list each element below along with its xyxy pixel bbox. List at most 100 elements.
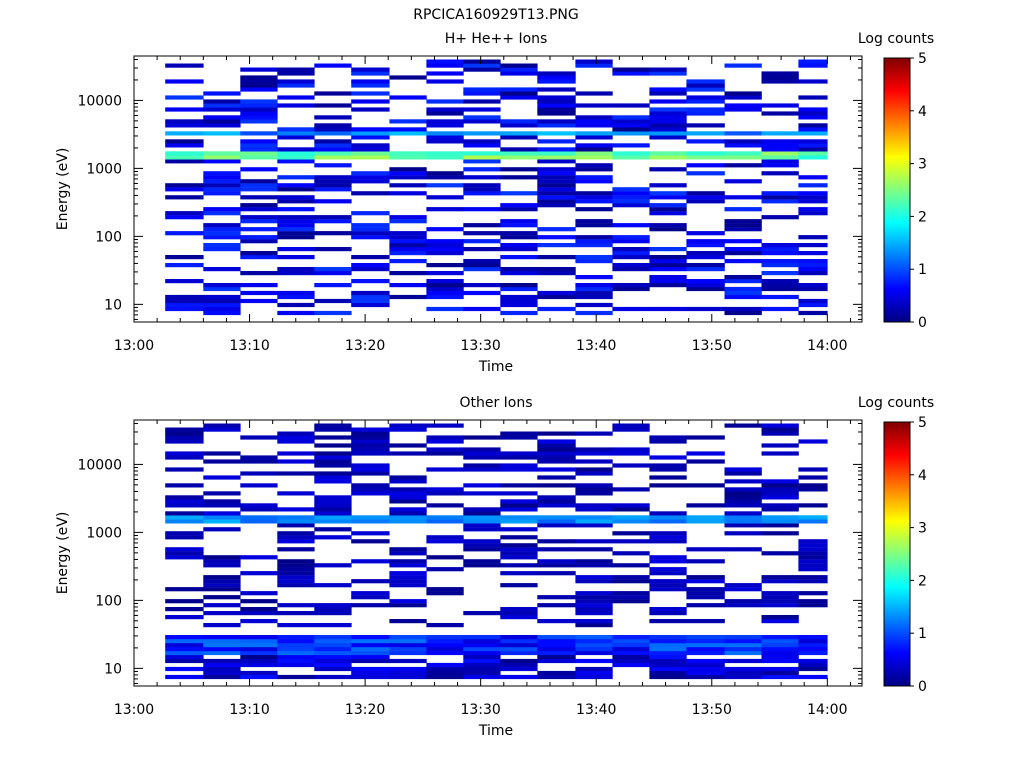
spectrogram-cell <box>203 247 241 252</box>
spectrogram-cell <box>426 207 464 212</box>
spectrogram-cell <box>351 83 390 88</box>
spectrogram-cell <box>426 435 464 440</box>
x-tick-label: 13:10 <box>229 702 269 718</box>
spectrogram-cell <box>463 547 501 552</box>
spectrogram-cell <box>575 559 613 564</box>
spectrogram-cell <box>240 111 278 116</box>
spectrogram-cell <box>203 503 241 508</box>
spectrogram-cell <box>165 483 204 488</box>
spectrogram-cell <box>798 662 828 668</box>
spectrogram-cell <box>203 171 241 176</box>
spectrogram-cell <box>686 283 725 288</box>
spectrogram-cell <box>649 227 687 232</box>
spectrogram-cell <box>277 67 315 72</box>
spectrogram-cell <box>761 75 799 80</box>
spectrogram-cell <box>203 155 241 160</box>
spectrogram-cell <box>463 139 501 144</box>
spectrogram-cell <box>612 639 650 644</box>
spectrogram-cell <box>426 539 464 544</box>
spectrogram-cell <box>389 658 427 664</box>
colorbar-label: Log counts <box>858 395 934 411</box>
spectrogram-cell <box>686 674 725 680</box>
spectrogram-cell <box>537 483 576 488</box>
spectrogram-cell <box>203 559 241 564</box>
spectrogram-cell <box>686 231 725 236</box>
spectrogram-cell <box>203 647 241 652</box>
spectrogram-cell <box>537 539 576 544</box>
colorbar-gradient <box>883 57 911 323</box>
spectrogram-cell <box>351 107 390 112</box>
spectrogram-cell <box>277 439 315 444</box>
spectrogram-cell <box>537 179 576 184</box>
spectrogram-cell <box>426 491 464 496</box>
spectrogram-cell <box>389 507 427 512</box>
spectrogram-cell <box>240 650 278 656</box>
spectrogram-cell <box>612 563 650 568</box>
panel-title: Other Ions <box>459 395 532 411</box>
spectrogram-cell <box>612 67 650 72</box>
spectrogram-cell <box>500 635 538 640</box>
spectrogram-cell <box>240 83 278 88</box>
colorbar: Log counts 0 1 2 3 4 5 <box>858 395 934 695</box>
spectrogram-cell <box>165 255 204 260</box>
spectrogram-cell <box>203 459 241 464</box>
y-tick-label: 10 <box>104 661 122 677</box>
spectrogram-cell <box>500 519 538 524</box>
spectrogram-cell <box>426 662 464 668</box>
spectrogram-cell <box>537 79 576 84</box>
spectrogram-cell <box>500 310 538 316</box>
spectrogram-cell <box>165 131 204 136</box>
spectrogram-cell <box>500 286 538 292</box>
spectrogram-cell <box>203 223 241 228</box>
spectrogram-cell <box>575 666 613 672</box>
spectrogram-cell <box>314 455 352 460</box>
colorbar-tick-label: 2 <box>918 573 927 589</box>
spectrogram-cell <box>389 666 427 672</box>
spectrogram-cell <box>463 650 501 656</box>
spectrogram-cell <box>537 451 576 456</box>
y-tick-label: 10000 <box>77 93 122 109</box>
spectrogram-cell <box>537 107 576 112</box>
spectrogram-cell <box>351 647 390 652</box>
spectrogram-cell <box>165 658 204 664</box>
spectrogram-cell <box>649 639 687 644</box>
spectrogram-cell <box>203 310 241 316</box>
spectrogram-cell <box>351 447 390 452</box>
spectrogram-cell <box>612 103 650 108</box>
spectrogram-cell <box>500 662 538 668</box>
spectrogram-cell <box>426 271 464 276</box>
spectrogram-cell <box>351 155 390 160</box>
spectrogram-cell <box>240 483 278 488</box>
spectrogram-cell <box>277 267 315 272</box>
spectrogram-cell <box>165 79 204 84</box>
spectrogram-cell <box>724 515 762 520</box>
spectrogram-cell <box>537 658 576 664</box>
panel-other-ions: Other Ions 13:00 13:10 13:20 13:30 13:40 13:5… <box>55 395 934 739</box>
spectrogram-cell <box>165 119 204 124</box>
spectrogram-cell <box>314 139 352 144</box>
spectrogram-cell <box>798 131 828 136</box>
spectrogram-cell <box>761 247 799 252</box>
spectrogram-cell <box>500 650 538 656</box>
spectrogram-cell <box>463 635 501 640</box>
y-tick-label: 1000 <box>86 525 122 541</box>
y-axis: 10 100 1000 10000 <box>77 422 862 684</box>
spectrogram-cell <box>426 467 464 472</box>
spectrogram-cell <box>537 306 576 312</box>
spectrogram-cell <box>240 298 278 304</box>
spectrogram-cell <box>314 267 352 272</box>
spectrogram-cell <box>314 131 352 136</box>
spectrogram-cell <box>463 59 501 64</box>
spectrogram-cell <box>351 654 390 660</box>
spectrogram-cell <box>389 251 427 256</box>
spectrogram-cell <box>277 255 315 260</box>
spectrogram-cell <box>761 495 799 500</box>
spectrogram-cell <box>314 503 352 508</box>
spectrogram-cell <box>277 674 315 680</box>
spectrogram-cell <box>612 255 650 260</box>
spectrogram-cell <box>463 507 501 512</box>
spectrogram-cell <box>463 515 501 520</box>
spectrogram-cell <box>686 575 725 580</box>
spectrogram-cell <box>426 59 464 64</box>
spectrogram-cell <box>203 283 241 288</box>
